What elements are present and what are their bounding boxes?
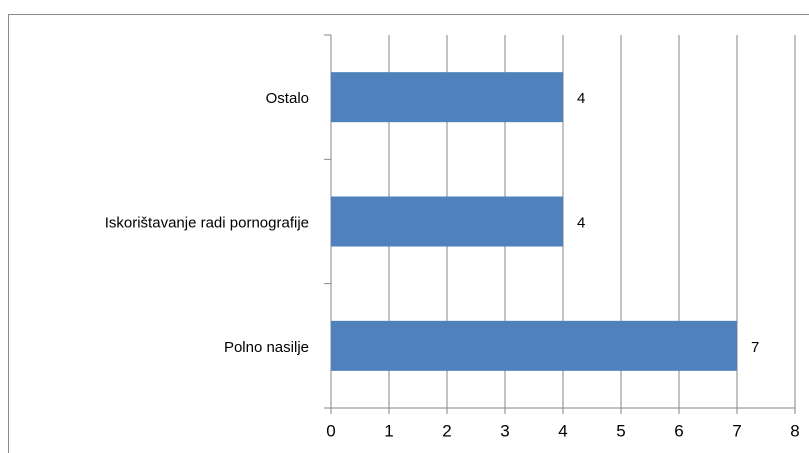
- x-tick-label: 7: [732, 421, 741, 440]
- bar: [331, 72, 563, 123]
- bar: [331, 196, 563, 247]
- y-tick-label: Iskorištavanje radi pornografije: [105, 214, 309, 231]
- x-tick-label: 0: [326, 421, 335, 440]
- bar: [331, 320, 737, 371]
- x-tick-label: 5: [616, 421, 625, 440]
- x-tick-label: 6: [674, 421, 683, 440]
- y-tick-label: Polno nasilje: [224, 339, 309, 356]
- x-tick-label: 2: [442, 421, 451, 440]
- x-tick-label: 4: [558, 421, 567, 440]
- x-tick-label: 3: [500, 421, 509, 440]
- data-label: 4: [577, 214, 585, 231]
- y-tick-label: Ostalo: [266, 90, 309, 107]
- x-tick-label: 8: [790, 421, 799, 440]
- x-tick-label: 1: [384, 421, 393, 440]
- data-label: 7: [751, 339, 759, 356]
- data-label: 4: [577, 90, 585, 107]
